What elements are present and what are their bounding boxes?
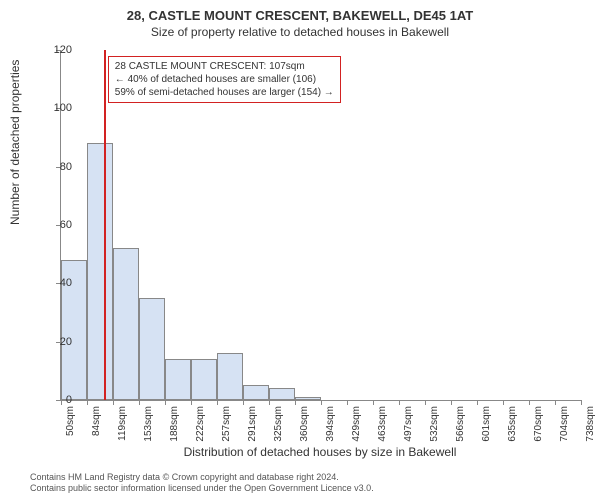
chart-area: 50sqm84sqm119sqm153sqm188sqm222sqm257sqm… [60,50,580,400]
chart-container: 28, CASTLE MOUNT CRESCENT, BAKEWELL, DE4… [0,0,600,500]
xtick-mark [243,400,244,405]
ytick-label: 80 [32,161,72,173]
x-axis-label: Distribution of detached houses by size … [60,445,580,459]
xtick-mark [139,400,140,405]
xtick-mark [295,400,296,405]
ytick-label: 20 [32,336,72,348]
xtick-label: 360sqm [299,406,310,442]
ytick-label: 60 [32,219,72,231]
xtick-mark [373,400,374,405]
histogram-bar [295,397,321,400]
xtick-mark [165,400,166,405]
ytick-label: 40 [32,277,72,289]
histogram-bar [191,359,217,400]
plot-region: 50sqm84sqm119sqm153sqm188sqm222sqm257sqm… [60,50,581,401]
ytick-label: 120 [32,44,72,56]
ytick-label: 0 [32,394,72,406]
xtick-mark [347,400,348,405]
xtick-label: 704sqm [559,406,570,442]
xtick-mark [321,400,322,405]
xtick-mark [477,400,478,405]
histogram-bar [269,388,295,400]
histogram-bar [165,359,191,400]
xtick-mark [113,400,114,405]
xtick-mark [399,400,400,405]
xtick-mark [191,400,192,405]
xtick-label: 635sqm [507,406,518,442]
footer-line-1: Contains HM Land Registry data © Crown c… [30,472,374,483]
xtick-label: 670sqm [533,406,544,442]
annotation-line: 59% of semi-detached houses are larger (… [115,86,334,99]
xtick-label: 325sqm [273,406,284,442]
xtick-label: 291sqm [247,406,258,442]
xtick-label: 497sqm [403,406,414,442]
annotation-box: 28 CASTLE MOUNT CRESCENT: 107sqm← 40% of… [108,56,341,103]
xtick-label: 153sqm [143,406,154,442]
xtick-mark [269,400,270,405]
property-marker-line [104,50,106,400]
xtick-mark [87,400,88,405]
xtick-mark [529,400,530,405]
ytick-label: 100 [32,102,72,114]
xtick-label: 222sqm [195,406,206,442]
annotation-line: ← 40% of detached houses are smaller (10… [115,73,334,86]
annotation-line: 28 CASTLE MOUNT CRESCENT: 107sqm [115,60,334,73]
histogram-bar [87,143,113,400]
footer-line-2: Contains public sector information licen… [30,483,374,494]
xtick-label: 84sqm [91,406,102,436]
histogram-bar [217,353,243,400]
xtick-mark [217,400,218,405]
xtick-mark [555,400,556,405]
footer-attribution: Contains HM Land Registry data © Crown c… [30,472,374,494]
xtick-label: 394sqm [325,406,336,442]
xtick-label: 429sqm [351,406,362,442]
y-axis-label: Number of detached properties [8,60,22,225]
xtick-label: 738sqm [585,406,596,442]
xtick-label: 463sqm [377,406,388,442]
xtick-label: 601sqm [481,406,492,442]
xtick-label: 119sqm [117,406,128,441]
xtick-label: 257sqm [221,406,232,442]
chart-title-main: 28, CASTLE MOUNT CRESCENT, BAKEWELL, DE4… [0,0,600,23]
xtick-mark [581,400,582,405]
xtick-label: 566sqm [455,406,466,442]
histogram-bar [113,248,139,400]
xtick-label: 188sqm [169,406,180,442]
xtick-mark [425,400,426,405]
xtick-label: 532sqm [429,406,440,442]
xtick-label: 50sqm [65,406,76,436]
histogram-bar [243,385,269,400]
xtick-mark [503,400,504,405]
xtick-mark [451,400,452,405]
chart-title-sub: Size of property relative to detached ho… [0,23,600,39]
histogram-bar [139,298,165,400]
